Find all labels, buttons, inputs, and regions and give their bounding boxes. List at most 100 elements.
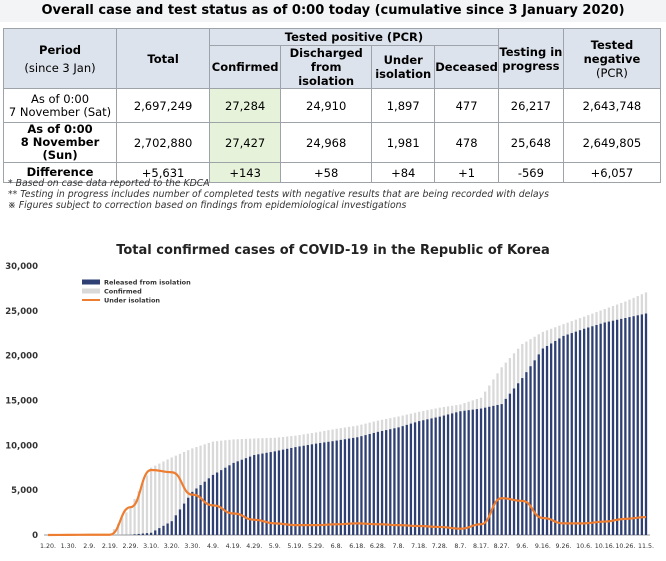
header-under-2: isolation (375, 67, 432, 81)
bar-confirmed (133, 498, 136, 535)
cell-total: 2,697,249 (116, 88, 211, 123)
bar-released (492, 405, 495, 535)
x-tick-label: 2.9. (83, 543, 95, 550)
bar-released (451, 413, 454, 535)
bar-released (137, 533, 140, 535)
header-deceased-label: Deceased (435, 60, 498, 74)
x-tick-label: 4.29. (246, 543, 262, 550)
bar-released (409, 423, 413, 535)
bar-released (215, 472, 219, 535)
bar-released (286, 448, 289, 535)
bar-released (475, 409, 479, 535)
bar-released (574, 331, 578, 535)
x-tick-label: 1.30. (61, 543, 77, 550)
bar-released (352, 437, 355, 535)
cell-testing: 26,217 (497, 88, 564, 123)
bar-released (397, 427, 400, 535)
bar-released (236, 461, 239, 535)
bar-released (422, 420, 425, 535)
bar-released (376, 431, 380, 535)
bar-released (166, 523, 169, 535)
header-testing-1: Testing in (499, 44, 563, 59)
cell-confirmed: 27,427 (209, 122, 282, 163)
header-confirmed-label: Confirmed (211, 60, 279, 74)
cell-negative: 2,643,748 (562, 88, 662, 123)
bar-released (537, 354, 540, 535)
cell-confirmed: 27,284 (209, 88, 282, 123)
footnote: ** Testing in progress includes number o… (8, 189, 549, 200)
x-tick-label: 5.9. (269, 543, 281, 550)
bar-released (558, 338, 561, 535)
bar-released (430, 418, 433, 535)
x-tick-label: 6.8. (331, 543, 343, 550)
cell-confirmed: +143 (209, 162, 282, 183)
bar-released (199, 485, 202, 535)
header-testing: Testing in progress (497, 28, 564, 89)
bar-released (644, 313, 648, 535)
bar-confirmed (166, 459, 169, 535)
y-tick-label: 5,000 (11, 486, 38, 496)
bar-confirmed (145, 475, 149, 535)
bar-released (488, 406, 491, 535)
bar-released (418, 421, 421, 535)
bar-released (356, 437, 359, 535)
bar-released (566, 334, 569, 535)
y-tick-label: 30,000 (5, 262, 38, 272)
bar-released (158, 528, 161, 535)
bar-confirmed (141, 483, 144, 535)
x-tick-label: 5.29. (308, 543, 324, 550)
table-row: As of 0:00 8 November (Sun) 2,702,880 27… (2, 122, 662, 163)
header-period-label: Period (39, 42, 82, 57)
bar-released (339, 439, 342, 535)
header-under: Under isolation (371, 45, 436, 89)
x-tick-label: 2.19. (102, 543, 118, 550)
bar-released (438, 416, 441, 535)
legend-label: Confirmed (104, 288, 142, 296)
bar-released (587, 327, 590, 535)
y-tick-label: 15,000 (5, 397, 38, 407)
bar-confirmed (191, 448, 194, 535)
bar-released (570, 333, 573, 535)
bar-released (636, 315, 639, 535)
bar-released (364, 435, 367, 535)
bar-released (624, 318, 627, 535)
bar-released (595, 325, 598, 535)
x-tick-label: 10.16. (595, 543, 615, 550)
bar-released (191, 491, 194, 535)
bar-released (306, 445, 309, 535)
cell-under: 1,897 (371, 88, 436, 123)
bar-released (389, 429, 392, 535)
bar-released (265, 452, 268, 535)
x-tick-label: 4.19. (226, 543, 242, 550)
chart-axes: 0 5,000 10,000 15,000 20,000 25,000 30,000 1.20… (5, 262, 654, 550)
bar-confirmed (129, 506, 132, 535)
legend-swatch (82, 288, 100, 294)
bar-released (615, 319, 619, 535)
x-tick-label: 7.28. (432, 543, 448, 550)
y-tick-label: 0 (32, 531, 38, 541)
bar-released (512, 388, 516, 535)
bar-released (620, 318, 623, 535)
bar-released (541, 348, 545, 535)
footnote: * Based on case data reported to the KDC… (8, 178, 210, 189)
x-tick-label: 4.9. (207, 543, 219, 550)
row-label-1: As of 0:00 (30, 91, 90, 106)
bar-released (269, 452, 272, 535)
bar-released (578, 330, 582, 535)
bar-confirmed (174, 455, 177, 535)
x-tick-label: 10.26. (615, 543, 635, 550)
header-negative-2: (PCR) (595, 65, 628, 80)
x-tick-label: 7.18. (411, 543, 427, 550)
bar-released (455, 412, 458, 535)
x-tick-label: 10.6. (576, 543, 592, 550)
x-tick-label: 6.18. (349, 543, 365, 550)
bar-released (302, 445, 305, 535)
bar-released (174, 515, 177, 535)
bar-confirmed (137, 491, 140, 535)
bar-released (603, 322, 606, 535)
bar-released (545, 345, 549, 535)
bar-confirmed (182, 451, 186, 535)
line-under-isolation (47, 468, 647, 537)
header-discharged: Discharged from isolation (280, 45, 373, 89)
bar-released (504, 398, 507, 535)
